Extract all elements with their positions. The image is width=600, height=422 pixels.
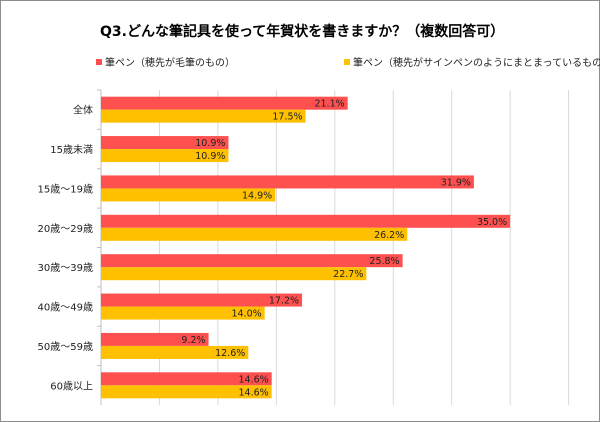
legend: 筆ペン（穂先が毛筆のもの） 筆ペン（穂先がサインペンのようにまとまっているもの） bbox=[96, 56, 600, 69]
bar bbox=[101, 149, 229, 163]
data-label: 17.5% bbox=[272, 112, 302, 123]
data-label: 14.9% bbox=[242, 190, 272, 201]
data-label: 10.9% bbox=[195, 138, 225, 149]
bar bbox=[101, 136, 229, 150]
bar bbox=[101, 332, 209, 346]
data-label: 35.0% bbox=[477, 217, 507, 228]
data-label: 10.9% bbox=[195, 151, 225, 162]
data-label: 14.0% bbox=[231, 309, 261, 320]
bar bbox=[101, 254, 403, 268]
category-label: 50歳～59歳 bbox=[38, 341, 93, 353]
category-labels: 全体 15歳未満 15歳～19歳 20歳～29歳 30歳～39歳 40歳～49歳 50歳～5… bbox=[38, 89, 101, 392]
data-label: 31.9% bbox=[441, 177, 471, 188]
bar bbox=[101, 188, 276, 202]
bar bbox=[101, 372, 272, 386]
data-label: 12.6% bbox=[215, 348, 245, 359]
bar bbox=[101, 227, 408, 241]
legend-swatch bbox=[344, 59, 350, 65]
bar bbox=[101, 345, 249, 359]
category-label: 30歳～39歳 bbox=[38, 262, 93, 274]
bars: 21.1% 17.5% 10.9% 10.9% 31.9% 14.9% 35.0% 26.2%… bbox=[101, 96, 511, 399]
legend-label: 筆ペン（穂先がサインペンのようにまとまっているもの） bbox=[353, 56, 600, 69]
bar bbox=[101, 385, 272, 399]
bar bbox=[101, 267, 367, 281]
data-label: 14.6% bbox=[238, 387, 268, 398]
category-label: 60歳以上 bbox=[50, 380, 93, 392]
bar bbox=[101, 214, 511, 228]
category-label: 全体 bbox=[73, 104, 93, 117]
category-label: 20歳～29歳 bbox=[38, 223, 93, 235]
bar bbox=[101, 175, 474, 189]
data-label: 26.2% bbox=[374, 230, 404, 241]
chart-title: Q3.どんな筆記具を使って年賀状を書きますか？（複数回答可） bbox=[100, 23, 504, 40]
data-label: 21.1% bbox=[314, 99, 344, 110]
data-label: 9.2% bbox=[181, 335, 205, 346]
bar bbox=[101, 306, 265, 320]
data-label: 25.8% bbox=[369, 256, 399, 267]
data-label: 14.6% bbox=[238, 374, 268, 385]
legend-swatch bbox=[96, 59, 102, 65]
legend-label: 筆ペン（穂先が毛筆のもの） bbox=[105, 56, 235, 69]
bar bbox=[101, 109, 306, 123]
category-label: 15歳未満 bbox=[50, 144, 93, 156]
category-label: 15歳～19歳 bbox=[38, 183, 93, 195]
category-label: 40歳～49歳 bbox=[38, 302, 93, 314]
bar bbox=[101, 96, 348, 110]
bar bbox=[101, 293, 303, 307]
data-label: 17.2% bbox=[269, 296, 299, 307]
data-label: 22.7% bbox=[333, 269, 363, 280]
